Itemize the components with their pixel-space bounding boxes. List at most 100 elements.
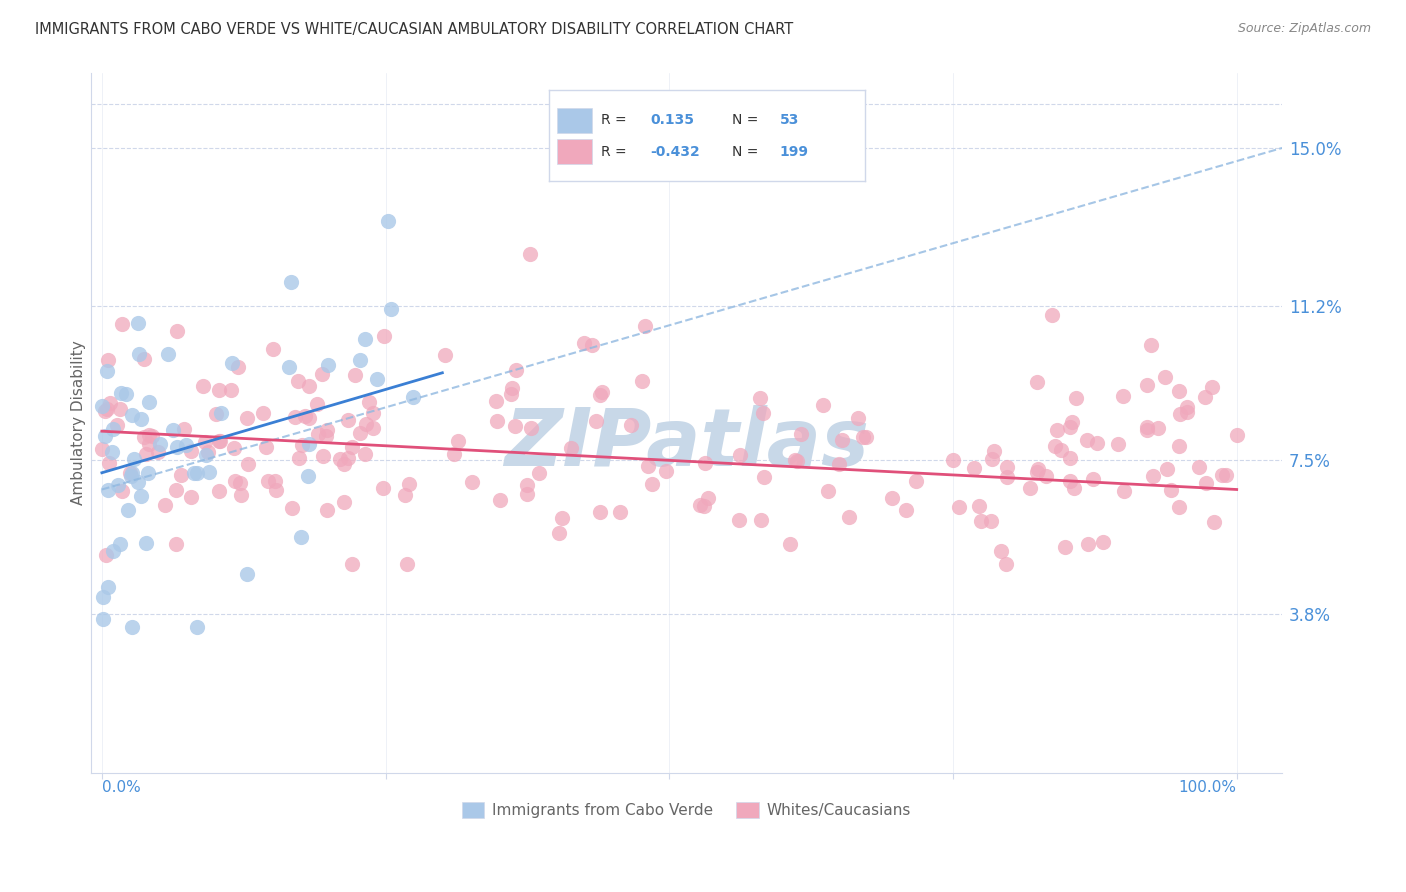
- Point: [749, 391, 772, 405]
- Point: [91, 612, 114, 626]
- Point: [485, 393, 508, 408]
- Point: [121, 408, 143, 422]
- Point: [447, 434, 470, 448]
- Point: [689, 499, 711, 513]
- Point: [398, 477, 420, 491]
- Point: [257, 474, 280, 488]
- Point: [333, 458, 356, 472]
- Point: [204, 407, 226, 421]
- Point: [655, 464, 678, 478]
- Point: [194, 435, 217, 450]
- Point: [1035, 468, 1057, 483]
- Text: IMMIGRANTS FROM CABO VERDE VS WHITE/CAUCASIAN AMBULATORY DISABILITY CORRELATION : IMMIGRANTS FROM CABO VERDE VS WHITE/CAUC…: [35, 22, 793, 37]
- Point: [970, 514, 993, 528]
- Point: [198, 465, 221, 479]
- Point: [591, 384, 613, 399]
- Point: [1019, 481, 1042, 495]
- Point: [197, 445, 219, 459]
- Point: [224, 474, 246, 488]
- Point: [294, 409, 316, 423]
- Legend: Immigrants from Cabo Verde, Whites/Caucasians: Immigrants from Cabo Verde, Whites/Cauca…: [456, 797, 917, 824]
- Point: [641, 477, 664, 491]
- Point: [280, 275, 302, 289]
- Point: [94, 404, 117, 418]
- Point: [728, 513, 751, 527]
- Point: [173, 422, 195, 436]
- Point: [1040, 308, 1063, 322]
- Point: [1168, 500, 1191, 514]
- Point: [1195, 475, 1218, 490]
- Point: [101, 544, 124, 558]
- Point: [162, 423, 184, 437]
- Point: [786, 453, 808, 467]
- Point: [1050, 442, 1073, 457]
- Point: [290, 531, 312, 545]
- Point: [111, 484, 134, 499]
- Point: [135, 447, 157, 461]
- Point: [589, 505, 612, 519]
- Point: [101, 444, 124, 458]
- Point: [1059, 474, 1081, 488]
- Point: [1188, 460, 1211, 475]
- Point: [149, 437, 172, 451]
- Point: [105, 417, 128, 432]
- Point: [136, 467, 159, 481]
- Point: [165, 483, 187, 497]
- Point: [278, 360, 301, 375]
- Point: [221, 356, 243, 370]
- Point: [693, 456, 716, 470]
- Point: [96, 548, 118, 562]
- Y-axis label: Ambulatory Disability: Ambulatory Disability: [72, 341, 86, 505]
- Point: [91, 591, 114, 605]
- Point: [191, 379, 214, 393]
- Point: [361, 406, 384, 420]
- Point: [97, 352, 120, 367]
- Point: [120, 469, 142, 483]
- Point: [207, 483, 229, 498]
- Point: [963, 461, 986, 475]
- Point: [1085, 435, 1108, 450]
- Point: [1043, 439, 1066, 453]
- Point: [298, 379, 321, 393]
- Point: [394, 488, 416, 502]
- Point: [630, 374, 652, 388]
- Point: [266, 483, 288, 497]
- Point: [96, 402, 118, 417]
- Text: 100.0%: 100.0%: [1178, 780, 1237, 795]
- Point: [226, 360, 249, 375]
- Point: [311, 367, 333, 381]
- Point: [790, 426, 813, 441]
- Point: [1168, 407, 1191, 421]
- Point: [995, 460, 1018, 475]
- Point: [118, 466, 141, 480]
- Point: [1156, 461, 1178, 475]
- Point: [174, 438, 197, 452]
- Point: [620, 418, 643, 433]
- Point: [307, 397, 329, 411]
- Point: [838, 510, 860, 524]
- Point: [254, 441, 277, 455]
- Point: [980, 514, 1002, 528]
- Point: [547, 525, 569, 540]
- Point: [1046, 423, 1069, 437]
- Point: [262, 342, 284, 356]
- Point: [180, 490, 202, 504]
- Point: [503, 419, 526, 434]
- Point: [91, 399, 114, 413]
- Point: [852, 430, 875, 444]
- Point: [281, 501, 304, 516]
- Point: [519, 247, 541, 261]
- Point: [983, 443, 1005, 458]
- Point: [752, 406, 775, 420]
- Point: [134, 429, 156, 443]
- Point: [1025, 375, 1047, 389]
- Point: [96, 364, 118, 378]
- Point: [1160, 483, 1182, 497]
- Point: [609, 505, 631, 519]
- Point: [1092, 534, 1115, 549]
- Point: [1076, 433, 1098, 447]
- Point: [401, 390, 423, 404]
- Point: [443, 447, 465, 461]
- Point: [128, 347, 150, 361]
- Point: [855, 430, 877, 444]
